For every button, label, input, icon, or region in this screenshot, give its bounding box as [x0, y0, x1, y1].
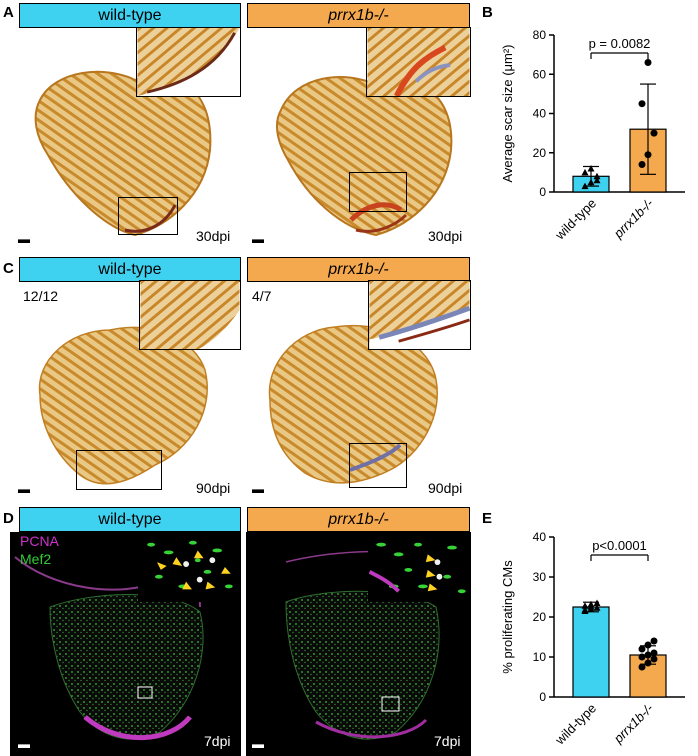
scale-bar-d-right: ▬	[252, 737, 264, 751]
data-point	[593, 604, 601, 611]
y-tick-label: 30	[533, 570, 547, 584]
p-value-annotation: p = 0.0082	[589, 36, 651, 51]
inset-zoom-mutant-d	[368, 532, 471, 602]
data-point	[581, 602, 589, 609]
y-tick-label: 60	[533, 67, 547, 81]
panel-label-a: A	[3, 4, 14, 21]
scale-bar-d-left: ▬	[18, 737, 30, 751]
y-axis-label: Average scar size (μm²)	[500, 44, 515, 182]
x-tick-label: wild-type	[552, 701, 600, 749]
data-point	[593, 172, 601, 180]
chart-proliferating-cms: 0 10 20 30 40 % proliferating CMs wild-type prr…	[500, 530, 685, 749]
data-point	[638, 645, 646, 653]
inset-box-wildtype-c	[76, 450, 162, 490]
y-tick-label: 80	[533, 28, 547, 42]
data-point	[650, 637, 658, 645]
scale-bar-c-right: ▬	[252, 482, 264, 496]
heart-section-wildtype-30dpi	[34, 70, 212, 237]
data-point	[593, 599, 601, 606]
y-tick-label: 20	[533, 610, 547, 624]
ratio-wildtype-c: 12/12	[23, 288, 59, 304]
data-point	[587, 164, 595, 172]
x-tick-label: prrx1b-/-	[610, 700, 657, 747]
data-point	[650, 649, 658, 657]
header-wildtype-c: wild-type	[19, 257, 241, 282]
timepoint-mutant-d: 7dpi	[434, 733, 461, 749]
header-mutant-c: prrx1b-/-	[247, 257, 470, 282]
timepoint-mutant-a: 30dpi	[428, 228, 463, 244]
data-point	[638, 653, 646, 661]
panel-label-d: D	[3, 510, 14, 527]
data-point	[644, 659, 652, 667]
header-mutant-d: prrx1b-/-	[247, 507, 470, 532]
panel-label-b: B	[482, 4, 493, 21]
inset-zoom-mutant-a	[366, 27, 471, 97]
panel-label-e: E	[482, 510, 493, 527]
data-point	[644, 151, 652, 159]
p-value-annotation: p<0.0001	[592, 538, 647, 553]
chart-scar-size: 0 20 40 60 80 Average scar size (μm²) wild-typ…	[500, 28, 685, 244]
y-tick-label: 20	[533, 146, 547, 160]
inset-zoom-wildtype-a	[136, 27, 241, 97]
y-tick-label: 0	[539, 690, 546, 704]
header-wildtype-d: wild-type	[19, 507, 241, 532]
bar-wildtype	[572, 606, 610, 698]
timepoint-wildtype-c: 90dpi	[196, 480, 231, 496]
y-tick-label: 40	[533, 530, 547, 544]
y-tick-label: 10	[533, 650, 547, 664]
timepoint-mutant-c: 90dpi	[428, 480, 463, 496]
inset-zoom-mutant-c	[368, 280, 471, 350]
data-point	[593, 176, 601, 184]
header-wildtype-a: wild-type	[19, 3, 241, 28]
inset-zoom-wildtype-d	[138, 532, 241, 602]
y-tick-label: 40	[533, 107, 547, 121]
data-point	[650, 655, 658, 663]
timepoint-wildtype-d: 7dpi	[204, 733, 231, 749]
x-tick-label: prrx1b-/-	[610, 195, 657, 242]
data-point	[581, 168, 589, 176]
fluorescence-mutant-7dpi	[246, 532, 471, 756]
scale-bar-a-right: ▬	[252, 232, 264, 246]
data-point	[644, 651, 652, 659]
heart-section-wildtype-90dpi	[38, 326, 208, 485]
x-tick-label: wild-type	[552, 196, 600, 244]
data-point	[587, 603, 595, 610]
data-point	[638, 663, 646, 671]
y-tick-label: 0	[539, 185, 546, 199]
scale-bar-c-left: ▬	[18, 482, 30, 496]
data-point	[644, 58, 652, 66]
inset-box-wildtype-a	[118, 197, 178, 235]
data-point	[638, 100, 646, 108]
heart-section-mutant-30dpi	[275, 76, 453, 237]
stain-label-pcna: PCNA	[20, 533, 59, 549]
data-point	[650, 129, 658, 137]
data-point	[587, 178, 595, 186]
data-point	[638, 161, 646, 169]
panel-label-c: C	[3, 260, 14, 277]
inset-box-mutant-a	[349, 172, 407, 212]
data-point	[581, 182, 589, 190]
y-axis-label: % proliferating CMs	[500, 560, 515, 674]
scale-bar-a-left: ▬	[18, 232, 30, 246]
stain-label-mef2: Mef2	[20, 551, 52, 567]
ratio-mutant-c: 4/7	[252, 288, 272, 304]
data-point	[644, 641, 652, 649]
data-point	[581, 606, 589, 613]
header-mutant-a: prrx1b-/-	[247, 3, 470, 28]
inset-zoom-wildtype-c	[139, 280, 241, 350]
timepoint-wildtype-a: 30dpi	[196, 228, 231, 244]
inset-box-mutant-c	[349, 443, 407, 488]
